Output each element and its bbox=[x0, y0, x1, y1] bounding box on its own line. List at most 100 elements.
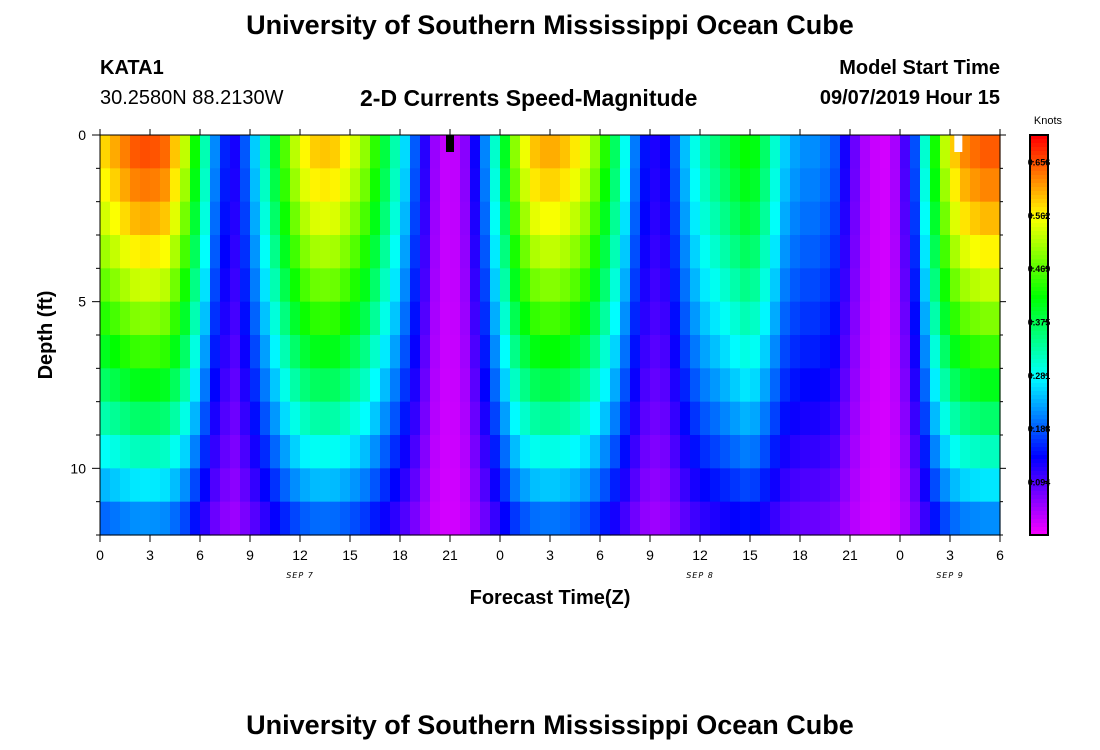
heatmap-cell bbox=[430, 235, 441, 269]
heatmap-cell bbox=[780, 235, 791, 269]
heatmap-cell bbox=[590, 468, 601, 503]
heatmap-cell bbox=[690, 235, 701, 269]
heatmap-cell bbox=[120, 301, 131, 336]
heatmap-cell bbox=[150, 501, 161, 536]
heatmap-cell bbox=[430, 368, 441, 403]
heatmap-cell bbox=[130, 435, 141, 469]
heatmap-cell bbox=[490, 335, 501, 369]
colorbar-swatch bbox=[1030, 439, 1048, 444]
heatmap-cell bbox=[540, 301, 551, 336]
heatmap-cell bbox=[530, 501, 541, 536]
heatmap-cell bbox=[450, 335, 461, 369]
colorbar-swatch bbox=[1030, 467, 1048, 472]
colorbar-swatch bbox=[1030, 523, 1048, 528]
heatmap-cell bbox=[390, 168, 401, 203]
heatmap-cell bbox=[900, 301, 911, 336]
heatmap-cell bbox=[920, 135, 931, 169]
heatmap-cell bbox=[610, 501, 621, 536]
heatmap-cell bbox=[260, 401, 271, 436]
heatmap-cell bbox=[820, 501, 831, 536]
colorbar-swatch bbox=[1030, 255, 1048, 260]
heatmap-cell bbox=[470, 401, 481, 436]
heatmap-cell bbox=[550, 435, 561, 469]
heatmap-cell bbox=[380, 301, 391, 336]
heatmap-cell bbox=[590, 435, 601, 469]
station-coords: 30.2580N 88.2130W bbox=[100, 87, 284, 109]
heatmap-cell bbox=[740, 268, 751, 303]
model-start-value: 09/07/2019 Hour 15 bbox=[819, 87, 1000, 109]
heatmap-cell bbox=[850, 235, 861, 269]
x-tick-label: 6 bbox=[596, 547, 604, 563]
heatmap-cell bbox=[710, 335, 721, 369]
heatmap-cell bbox=[740, 501, 751, 536]
heatmap-cell bbox=[650, 501, 661, 536]
heatmap-cell bbox=[190, 401, 201, 436]
heatmap-cell bbox=[470, 435, 481, 469]
heatmap-cell bbox=[810, 368, 821, 403]
heatmap-cell bbox=[730, 301, 741, 336]
colorbar-swatch bbox=[1030, 287, 1048, 292]
heatmap-cell bbox=[130, 301, 141, 336]
heatmap-cell bbox=[260, 435, 271, 469]
heatmap-cell bbox=[940, 435, 951, 469]
heatmap-cell bbox=[180, 235, 191, 269]
heatmap-cell bbox=[720, 335, 731, 369]
heatmap-cell bbox=[200, 401, 211, 436]
heatmap-cell bbox=[790, 135, 801, 169]
heatmap-cell bbox=[390, 368, 401, 403]
heatmap-cell bbox=[880, 435, 891, 469]
heatmap-cell bbox=[300, 135, 311, 169]
heatmap-cell bbox=[850, 368, 861, 403]
heatmap-cell bbox=[480, 168, 491, 203]
heatmap-cell bbox=[160, 168, 171, 203]
heatmap-cell bbox=[270, 435, 281, 469]
heatmap-cell bbox=[570, 335, 581, 369]
heatmap-cell bbox=[900, 168, 911, 203]
colorbar-swatch bbox=[1030, 243, 1048, 248]
heatmap-cell bbox=[640, 168, 651, 203]
heatmap-cell bbox=[420, 401, 431, 436]
heatmap-cell bbox=[470, 368, 481, 403]
colorbar-swatch bbox=[1030, 403, 1048, 408]
heatmap-cell bbox=[420, 335, 431, 369]
heatmap-cell bbox=[940, 168, 951, 203]
heatmap-cell bbox=[120, 368, 131, 403]
heatmap-cell bbox=[320, 401, 331, 436]
x-tick-label: 12 bbox=[292, 547, 308, 563]
heatmap-cell bbox=[310, 301, 321, 336]
heatmap-cell bbox=[300, 268, 311, 303]
heatmap-cell bbox=[160, 301, 171, 336]
heatmap-cell bbox=[390, 235, 401, 269]
heatmap-cell bbox=[820, 135, 831, 169]
heatmap-cell bbox=[450, 401, 461, 436]
heatmap-cell bbox=[820, 301, 831, 336]
heatmap-cell bbox=[800, 468, 811, 503]
heatmap-cell bbox=[820, 268, 831, 303]
heatmap-cell bbox=[510, 168, 521, 203]
heatmap-cell bbox=[440, 335, 451, 369]
heatmap-cell bbox=[740, 135, 751, 169]
heatmap-cell bbox=[620, 435, 631, 469]
heatmap-cell bbox=[170, 168, 181, 203]
heatmap-cell bbox=[130, 268, 141, 303]
heatmap-cell bbox=[890, 468, 901, 503]
heatmap-cell bbox=[230, 135, 241, 169]
heatmap-cell bbox=[760, 401, 771, 436]
heatmap-cell bbox=[630, 501, 641, 536]
heatmap-cell bbox=[450, 268, 461, 303]
heatmap-cell bbox=[170, 201, 181, 236]
heatmap-cell bbox=[310, 335, 321, 369]
heatmap-cell bbox=[450, 235, 461, 269]
x-axis: 0 3 6 9 12 15 18 21 0 3 6 9 12 15 18 21 0 3 6 SEP 7 SEP 8 SEP… bbox=[96, 129, 1004, 580]
heatmap-cell bbox=[830, 235, 841, 269]
heatmap-cell bbox=[670, 201, 681, 236]
heatmap-cell bbox=[780, 501, 791, 536]
heatmap-cell bbox=[540, 435, 551, 469]
heatmap-cell bbox=[140, 268, 151, 303]
heatmap-cell bbox=[260, 501, 271, 536]
heatmap-cell bbox=[670, 401, 681, 436]
heatmap-cell bbox=[270, 468, 281, 503]
colorbar-swatch bbox=[1030, 299, 1048, 304]
heatmap-cell bbox=[890, 501, 901, 536]
heatmap-cell bbox=[160, 268, 171, 303]
